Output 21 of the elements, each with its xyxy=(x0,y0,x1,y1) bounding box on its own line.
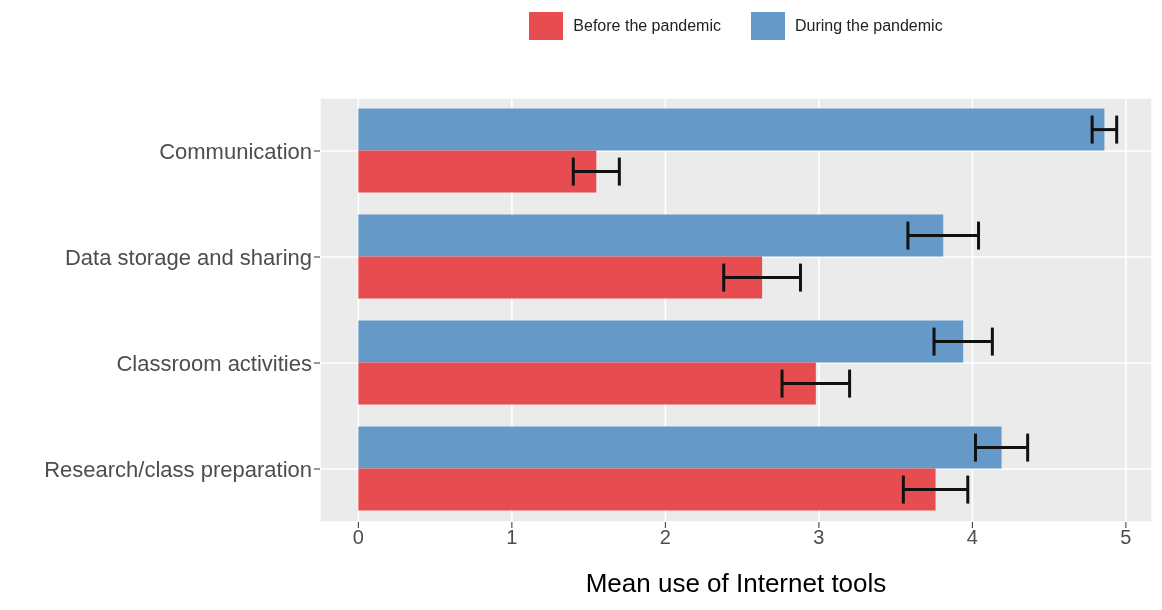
x-tick-label: 0 xyxy=(352,526,364,549)
legend-label: During the pandemic xyxy=(795,17,943,35)
bar xyxy=(358,256,763,299)
bar xyxy=(358,150,597,193)
bar xyxy=(358,468,936,511)
x-tick-label: 5 xyxy=(1120,526,1132,549)
y-tick-label: Communication xyxy=(159,138,312,164)
y-tick-label: Research/class preparation xyxy=(44,456,312,482)
bar xyxy=(358,108,1105,151)
bar xyxy=(358,362,816,405)
x-tick-label: 3 xyxy=(813,526,825,549)
y-tick-label: Classroom activities xyxy=(116,350,312,376)
y-tick-label: Data storage and sharing xyxy=(64,244,312,270)
x-tick-label: 1 xyxy=(506,526,518,549)
bar xyxy=(358,426,1002,469)
x-tick-label: 4 xyxy=(966,526,978,549)
x-axis-title: Mean use of Internet tools xyxy=(585,568,887,598)
bar xyxy=(358,320,964,363)
x-tick-label: 2 xyxy=(659,526,671,549)
bar xyxy=(358,214,944,257)
legend-label: Before the pandemic xyxy=(573,17,721,35)
